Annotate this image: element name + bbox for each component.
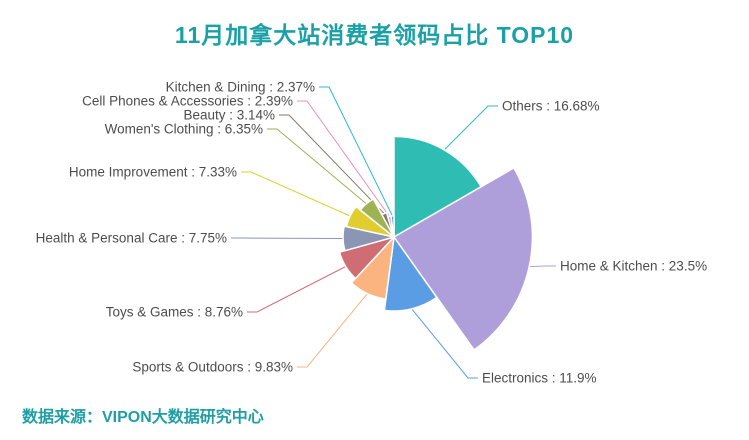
leader-line-electronics (411, 308, 478, 379)
pie-slice-sports-outdoors[interactable] (350, 236, 395, 300)
slice-label-others: Others : 16.68% (502, 99, 600, 114)
slice-label-sports-outdoors: Sports & Outdoors : 9.83% (132, 360, 293, 375)
slice-label-health-personal-care: Health & Personal Care : 7.75% (36, 231, 227, 246)
slice-label-kitchen-dining: Kitchen & Dining : 2.37% (166, 80, 315, 95)
pie-slice-kitchen-dining[interactable] (390, 215, 395, 238)
chart-title: 11月加拿大站消费者领码占比 TOP10 (174, 22, 575, 48)
leader-line-others (443, 105, 498, 151)
pie-slice-home-improvement[interactable] (345, 205, 395, 238)
leader-line-women-s-clothing (267, 128, 367, 205)
data-source-note: 数据来源：VIPON大数据研究中心 (22, 409, 264, 426)
leader-line-home-kitchen (529, 265, 556, 268)
leader-line-beauty (279, 114, 385, 214)
slice-label-beauty: Beauty : 3.14% (183, 108, 275, 123)
leader-line-kitchen-dining (319, 86, 393, 217)
leader-line-toys-games (247, 266, 346, 313)
pie-slice-women-s-clothing[interactable] (359, 198, 395, 238)
pie-slice-beauty[interactable] (381, 211, 395, 238)
pie-slice-home-kitchen[interactable] (393, 167, 534, 351)
slice-label-home-kitchen: Home & Kitchen : 23.5% (560, 259, 707, 274)
slice-label-electronics: Electronics : 11.9% (482, 371, 597, 386)
slice-label-women-s-clothing: Women's Clothing : 6.35% (105, 122, 263, 137)
leader-line-sports-outdoors (297, 293, 368, 368)
leader-line-cell-phones-accessories (297, 100, 390, 217)
leader-line-home-improvement (241, 171, 351, 217)
slice-label-cell-phones-accessories: Cell Phones & Accessories : 2.39% (82, 94, 293, 109)
leader-line-health-personal-care (231, 237, 344, 239)
pie-slice-electronics[interactable] (383, 236, 438, 312)
pie-slice-health-personal-care[interactable] (342, 225, 395, 252)
slice-label-home-improvement: Home Improvement : 7.33% (69, 165, 237, 180)
slice-label-toys-games: Toys & Games : 8.76% (106, 305, 243, 320)
pie-slice-toys-games[interactable] (338, 236, 395, 280)
pie-slice-others[interactable] (393, 135, 482, 238)
